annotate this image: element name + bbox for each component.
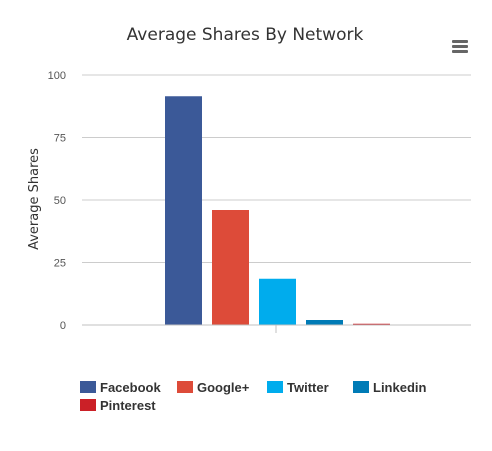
- legend-swatch: [353, 381, 369, 393]
- legend-swatch: [267, 381, 283, 393]
- bar-pinterest[interactable]: [353, 323, 390, 325]
- bars: [165, 96, 390, 325]
- legend-label: Pinterest: [100, 398, 156, 413]
- y-tick-label: 0: [60, 320, 66, 332]
- x-axis: [82, 324, 471, 333]
- chart-menu-button[interactable]: [449, 37, 472, 57]
- legend-label: Facebook: [100, 380, 161, 395]
- legend-label: Google+: [197, 380, 250, 395]
- legend-swatch: [80, 381, 96, 393]
- bar-twitter[interactable]: [259, 278, 296, 325]
- legend-label: Linkedin: [373, 380, 427, 395]
- chart-title: Average Shares By Network: [127, 25, 364, 45]
- legend-item-google[interactable]: Google+: [177, 380, 250, 395]
- bar-facebook[interactable]: [165, 96, 202, 325]
- y-axis-ticks: 0 25 50 75 100: [48, 70, 66, 332]
- legend-item-facebook[interactable]: Facebook: [80, 380, 161, 395]
- hamburger-menu-icon: [452, 40, 468, 53]
- bar-google[interactable]: [212, 210, 249, 325]
- y-tick-label: 100: [48, 70, 66, 82]
- y-tick-label: 50: [54, 195, 66, 207]
- bar-linkedin[interactable]: [306, 320, 343, 325]
- legend-item-linkedin[interactable]: Linkedin: [353, 380, 427, 395]
- legend-swatch: [80, 399, 96, 411]
- y-tick-label: 25: [54, 258, 66, 270]
- legend-item-pinterest[interactable]: Pinterest: [80, 398, 156, 413]
- legend-label: Twitter: [287, 380, 329, 395]
- y-axis-title: Average Shares: [27, 148, 42, 250]
- legend: Facebook Google+ Twitter Linkedin Pinterest: [80, 380, 427, 413]
- legend-item-twitter[interactable]: Twitter: [267, 380, 329, 395]
- y-tick-label: 75: [54, 133, 66, 145]
- legend-swatch: [177, 381, 193, 393]
